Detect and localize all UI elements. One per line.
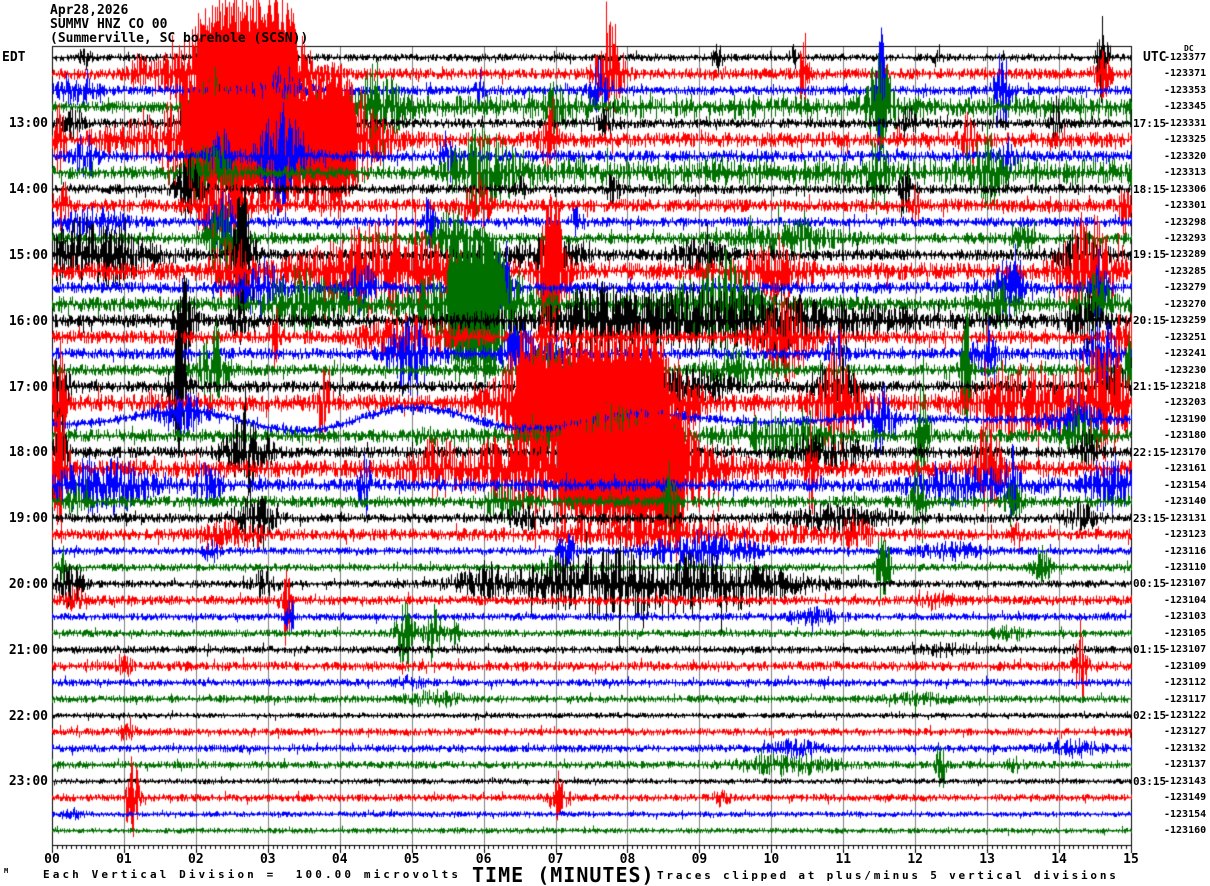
dc-offset-value: -123331 bbox=[1164, 117, 1207, 129]
header-station-code: SUMMV HNZ CO 00 bbox=[50, 17, 168, 32]
dc-offset-value: -123279 bbox=[1164, 282, 1207, 294]
minute-tick-label: 11 bbox=[835, 852, 852, 867]
dc-offset-value: -123320 bbox=[1164, 150, 1207, 162]
dc-offset-value: -123154 bbox=[1164, 479, 1207, 491]
dc-offset-value: -123104 bbox=[1164, 594, 1207, 606]
minute-tick-label: 09 bbox=[691, 852, 708, 867]
header-station-location: (Summerville, SC borehole (SCSN)) bbox=[50, 31, 309, 46]
minute-tick-label: 04 bbox=[331, 852, 348, 867]
minute-tick-label: 02 bbox=[188, 852, 204, 867]
edt-hour-label: 13:00 bbox=[8, 116, 48, 132]
dc-offset-value: -123190 bbox=[1164, 413, 1207, 425]
edt-hour-label: 20:00 bbox=[8, 576, 48, 592]
utc-quarter-hour-label: 18:15 bbox=[1133, 182, 1167, 196]
dc-offset-column-label: DC bbox=[1184, 44, 1194, 53]
dc-offset-value: -123117 bbox=[1164, 693, 1207, 705]
edt-hour-label: 14:00 bbox=[8, 182, 48, 198]
x-axis-title: TIME (MINUTES) bbox=[472, 863, 655, 886]
header-date: Apr28,2026 bbox=[50, 3, 129, 18]
dc-offset-value: -123345 bbox=[1164, 101, 1207, 113]
dc-offset-value: -123313 bbox=[1164, 167, 1207, 179]
left-axis-timezone-label: EDT bbox=[2, 50, 26, 65]
dc-offset-value: -123109 bbox=[1164, 660, 1207, 672]
dc-offset-value: -123289 bbox=[1164, 249, 1207, 261]
utc-quarter-hour-label: 03:15 bbox=[1133, 774, 1167, 788]
dc-offset-value: -123122 bbox=[1164, 710, 1207, 721]
vertical-scale-note: Each Vertical Division = 100.00 microvol… bbox=[43, 868, 462, 881]
dc-offset-value: -123149 bbox=[1164, 792, 1207, 804]
dc-offset-value: -123377 bbox=[1164, 52, 1207, 63]
dc-offset-value: -123143 bbox=[1164, 775, 1207, 787]
minute-tick-label: 14 bbox=[1051, 852, 1067, 867]
utc-quarter-hour-label: 17:15 bbox=[1133, 116, 1167, 130]
utc-quarter-hour-label: 00:15 bbox=[1133, 577, 1167, 591]
minute-tick-label: 07 bbox=[547, 852, 564, 867]
dc-offset-value: -123132 bbox=[1164, 742, 1207, 754]
minute-tick-label: 13 bbox=[979, 852, 995, 867]
dc-offset-value: -123203 bbox=[1164, 397, 1207, 409]
edt-hour-label: 17:00 bbox=[8, 379, 48, 395]
minute-tick-label: 06 bbox=[475, 852, 492, 867]
dc-offset-value: -123105 bbox=[1164, 627, 1207, 639]
utc-quarter-hour-label: 21:15 bbox=[1133, 380, 1167, 393]
utc-quarter-hour-label: 02:15 bbox=[1133, 709, 1167, 722]
dc-offset-value: -123107 bbox=[1164, 578, 1207, 590]
minute-tick-label: 15 bbox=[1123, 852, 1139, 867]
minute-tick-label: 05 bbox=[403, 852, 420, 867]
edt-hour-label: 21:00 bbox=[8, 642, 48, 658]
edt-hour-label: 16:00 bbox=[8, 313, 48, 329]
dc-offset-value: -123154 bbox=[1164, 808, 1207, 820]
minute-tick-label: 12 bbox=[907, 852, 924, 867]
dc-offset-value: -123306 bbox=[1164, 183, 1207, 195]
utc-quarter-hour-label: 20:15 bbox=[1133, 314, 1167, 328]
dc-offset-value: -123137 bbox=[1164, 759, 1207, 771]
edt-hour-label: 19:00 bbox=[8, 511, 48, 527]
dc-offset-value: -123218 bbox=[1164, 381, 1207, 392]
edt-hour-label: 15:00 bbox=[8, 247, 48, 263]
dc-offset-value: -123127 bbox=[1164, 726, 1207, 738]
utc-quarter-hour-label: 19:15 bbox=[1133, 248, 1167, 262]
edt-hour-label: 23:00 bbox=[8, 774, 48, 790]
dc-offset-value: -123116 bbox=[1164, 545, 1207, 557]
dc-offset-value: -123325 bbox=[1164, 134, 1207, 146]
minute-tick-label: 01 bbox=[116, 852, 132, 867]
dc-offset-value: -123107 bbox=[1164, 644, 1207, 656]
dc-offset-value: -123241 bbox=[1164, 348, 1207, 360]
right-axis-timezone-label: UTC bbox=[1143, 50, 1167, 65]
utc-quarter-hour-label: 22:15 bbox=[1133, 445, 1167, 459]
dc-offset-value: -123251 bbox=[1164, 331, 1207, 343]
dc-offset-value: -123160 bbox=[1164, 825, 1207, 837]
dc-offset-value: -123293 bbox=[1164, 232, 1207, 244]
dc-offset-value: -123298 bbox=[1164, 216, 1207, 228]
minute-tick-label: 00 bbox=[44, 852, 60, 867]
dc-offset-value: -123180 bbox=[1164, 430, 1207, 442]
dc-offset-value: -123123 bbox=[1164, 529, 1207, 541]
dc-offset-value: -123110 bbox=[1164, 561, 1207, 573]
dc-offset-value: -123140 bbox=[1164, 496, 1207, 508]
dc-offset-value: -123353 bbox=[1164, 84, 1207, 96]
minute-tick-label: 03 bbox=[259, 852, 276, 867]
utc-quarter-hour-label: 01:15 bbox=[1133, 643, 1167, 657]
dc-offset-value: -123112 bbox=[1164, 677, 1207, 689]
dc-offset-value: -123161 bbox=[1164, 463, 1207, 475]
utc-quarter-hour-label: 23:15 bbox=[1133, 511, 1167, 525]
minute-tick-label: 08 bbox=[619, 852, 636, 867]
dc-offset-value: -123230 bbox=[1164, 364, 1207, 376]
edt-hour-label: 22:00 bbox=[8, 708, 48, 724]
dc-offset-value: -123301 bbox=[1164, 200, 1207, 212]
dc-offset-value: -123170 bbox=[1164, 446, 1207, 458]
dc-offset-value: -123131 bbox=[1164, 512, 1207, 524]
dc-offset-value: -123103 bbox=[1164, 611, 1207, 623]
clipping-note: Traces clipped at plus/minus 5 vertical … bbox=[657, 869, 1119, 882]
dc-offset-value: -123270 bbox=[1164, 298, 1207, 310]
edt-hour-label: 18:00 bbox=[8, 445, 48, 461]
dc-offset-value: -123285 bbox=[1164, 265, 1207, 277]
dc-offset-value: -123259 bbox=[1164, 315, 1207, 327]
minute-tick-label: 10 bbox=[763, 852, 780, 867]
dc-offset-value: -123371 bbox=[1164, 68, 1207, 80]
corner-watermark: M bbox=[4, 867, 9, 875]
